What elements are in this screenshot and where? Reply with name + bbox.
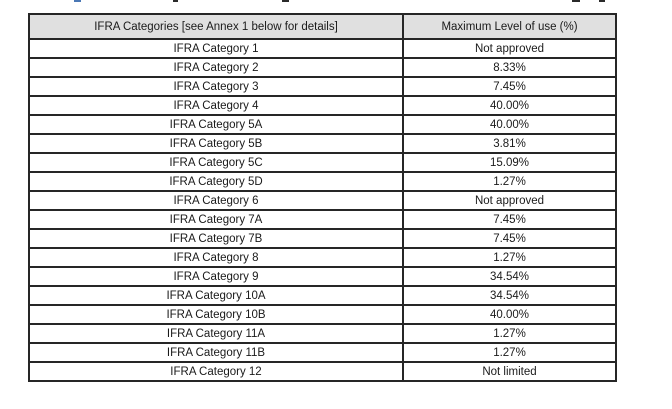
cropped-text-fragment	[173, 0, 178, 2]
ifra-categories-table: IFRA Categories [see Annex 1 below for d…	[28, 13, 617, 382]
category-cell: IFRA Category 1	[28, 38, 404, 59]
category-cell: IFRA Category 8	[28, 247, 404, 268]
col-header-max-level: Maximum Level of use (%)	[402, 13, 617, 40]
max-level-cell: Not approved	[402, 38, 617, 59]
cropped-text-fragment	[282, 0, 289, 2]
table-row: IFRA Category 11B 1.27%	[28, 342, 617, 363]
table-row: IFRA Category 5B 3.81%	[28, 133, 617, 154]
table-body: IFRA Category 1 Not approved IFRA Catego…	[28, 38, 617, 382]
category-cell: IFRA Category 2	[28, 57, 404, 78]
category-cell: IFRA Category 6	[28, 190, 404, 211]
max-level-cell: 7.45%	[402, 209, 617, 230]
table-row: IFRA Category 6 Not approved	[28, 190, 617, 211]
max-level-cell: 7.45%	[402, 76, 617, 97]
max-level-cell: 15.09%	[402, 152, 617, 173]
table-row: IFRA Category 9 34.54%	[28, 266, 617, 287]
cropped-text-fragment	[572, 0, 580, 2]
table-row: IFRA Category 10A 34.54%	[28, 285, 617, 306]
max-level-cell: 40.00%	[402, 304, 617, 325]
category-cell: IFRA Category 5C	[28, 152, 404, 173]
category-cell: IFRA Category 5A	[28, 114, 404, 135]
max-level-cell: 34.54%	[402, 266, 617, 287]
table-row: IFRA Category 1 Not approved	[28, 38, 617, 59]
table-header: IFRA Categories [see Annex 1 below for d…	[28, 13, 617, 40]
category-cell: IFRA Category 5B	[28, 133, 404, 154]
max-level-cell: 3.81%	[402, 133, 617, 154]
table-row: IFRA Category 7A 7.45%	[28, 209, 617, 230]
category-cell: IFRA Category 11B	[28, 342, 404, 363]
category-cell: IFRA Category 5D	[28, 171, 404, 192]
max-level-cell: 1.27%	[402, 171, 617, 192]
table-row: IFRA Category 7B 7.45%	[28, 228, 617, 249]
table-row: IFRA Category 8 1.27%	[28, 247, 617, 268]
max-level-cell: Not approved	[402, 190, 617, 211]
col-header-ifra-categories: IFRA Categories [see Annex 1 below for d…	[28, 13, 404, 40]
category-cell: IFRA Category 12	[28, 361, 404, 382]
table-row: IFRA Category 2 8.33%	[28, 57, 617, 78]
table-row: IFRA Category 3 7.45%	[28, 76, 617, 97]
category-cell: IFRA Category 7B	[28, 228, 404, 249]
table-row: IFRA Category 5C 15.09%	[28, 152, 617, 173]
table-row: IFRA Category 12 Not limited	[28, 361, 617, 382]
max-level-cell: 1.27%	[402, 342, 617, 363]
max-level-cell: 40.00%	[402, 114, 617, 135]
cropped-text-fragment	[74, 0, 81, 2]
category-cell: IFRA Category 10B	[28, 304, 404, 325]
max-level-cell: 34.54%	[402, 285, 617, 306]
max-level-cell: 8.33%	[402, 57, 617, 78]
max-level-cell: 7.45%	[402, 228, 617, 249]
table-row: IFRA Category 4 40.00%	[28, 95, 617, 116]
category-cell: IFRA Category 11A	[28, 323, 404, 344]
max-level-cell: 40.00%	[402, 95, 617, 116]
table-row: IFRA Category 5A 40.00%	[28, 114, 617, 135]
max-level-cell: 1.27%	[402, 323, 617, 344]
category-cell: IFRA Category 4	[28, 95, 404, 116]
table-row: IFRA Category 10B 40.00%	[28, 304, 617, 325]
category-cell: IFRA Category 9	[28, 266, 404, 287]
cropped-text-fragment	[599, 0, 605, 2]
category-cell: IFRA Category 10A	[28, 285, 404, 306]
max-level-cell: Not limited	[402, 361, 617, 382]
table-row: IFRA Category 5D 1.27%	[28, 171, 617, 192]
table-row: IFRA Category 11A 1.27%	[28, 323, 617, 344]
header-row: IFRA Categories [see Annex 1 below for d…	[28, 13, 617, 40]
category-cell: IFRA Category 7A	[28, 209, 404, 230]
max-level-cell: 1.27%	[402, 247, 617, 268]
category-cell: IFRA Category 3	[28, 76, 404, 97]
